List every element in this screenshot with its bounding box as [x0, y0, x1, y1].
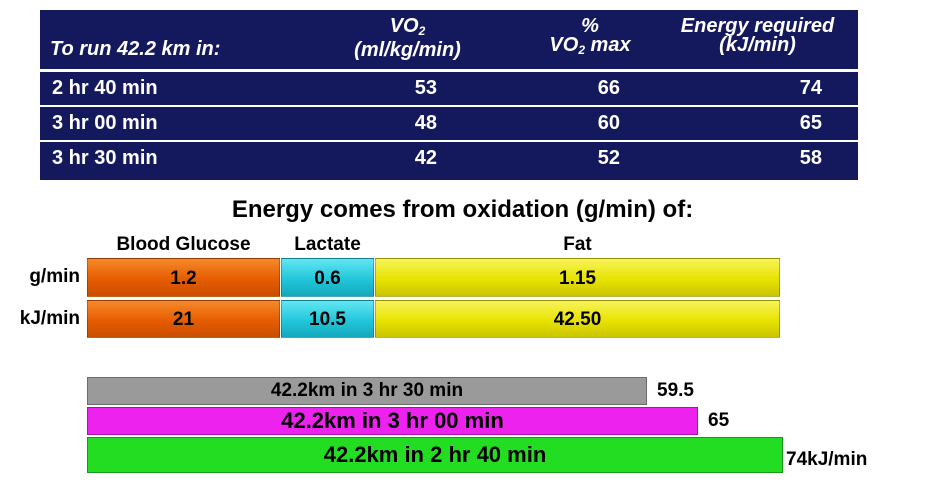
bar-label: 42.2km in 2 hr 40 min — [323, 442, 547, 467]
header-pct-sub: 2 — [578, 43, 585, 57]
bar-value-label: 65 — [708, 410, 730, 431]
lactate-kjmin-cell: 10.5 — [281, 300, 374, 338]
header-vo2-unit: (ml/kg/min) — [354, 39, 461, 61]
header-energy: Energy required (kJ/min) — [670, 15, 845, 56]
row-time: 2 hr 40 min — [52, 77, 158, 99]
header-vo2-text: VO — [389, 15, 419, 37]
table-row: 2 hr 40 min 53 66 74 — [40, 72, 858, 105]
fat-gmin-cell: 1.15 — [375, 258, 780, 297]
header-vo2-sub: 2 — [418, 24, 426, 38]
row-vo2: 42 — [414, 147, 437, 169]
row-time: 3 hr 30 min — [52, 147, 158, 169]
glucose-kjmin-cell: 21 — [87, 300, 280, 338]
lactate-gmin-cell: 0.6 — [281, 258, 374, 297]
glucose-gmin-cell: 1.2 — [87, 258, 280, 297]
row-pct: 66 — [597, 77, 620, 99]
pace-table: To run 42.2 km in: VO2 (ml/kg/min) % VO2… — [40, 10, 858, 180]
header-pct-vo: VO — [549, 34, 579, 56]
header-vo2: VO2 (ml/kg/min) — [345, 15, 470, 61]
row-energy: 65 — [799, 112, 822, 134]
row-energy: 74 — [799, 77, 822, 99]
header-pct-vo2max: % VO2 max — [535, 15, 645, 60]
oxidation-heading: Energy comes from oxidation (g/min) of: — [231, 196, 694, 223]
table-row: 3 hr 30 min 42 52 58 — [40, 142, 858, 180]
table-row: 3 hr 00 min 48 60 65 — [40, 107, 858, 140]
fat-kjmin-cell: 42.50 — [375, 300, 780, 338]
row-time: 3 hr 00 min — [52, 112, 158, 134]
header-pct-max: max — [585, 34, 631, 56]
energy-bar-chart: 42.2km in 3 hr 30 min 59.5 42.2km in 3 hr … — [0, 370, 925, 482]
row-label-kjmin: kJ/min — [19, 308, 80, 329]
row-energy: 58 — [799, 147, 822, 169]
row-pct: 60 — [597, 112, 620, 134]
column-fat: Fat — [563, 234, 592, 255]
row-label-gmin: g/min — [29, 266, 80, 287]
bar-1: 42.2km in 3 hr 00 min — [87, 407, 698, 435]
bar-label: 42.2km in 3 hr 00 min — [281, 408, 504, 433]
bar-0: 42.2km in 3 hr 30 min — [87, 377, 647, 405]
bar-value-label: 74kJ/min — [786, 449, 868, 470]
header-run-label: To run 42.2 km in: — [50, 38, 221, 60]
row-vo2: 48 — [414, 112, 437, 134]
header-pct-symbol: % — [581, 15, 599, 37]
header-energy-label: Energy required — [680, 15, 835, 37]
header-energy-unit: (kJ/min) — [719, 34, 796, 56]
column-lactate: Lactate — [294, 234, 361, 255]
column-blood-glucose: Blood Glucose — [116, 234, 251, 255]
bar-value-label: 59.5 — [657, 380, 694, 401]
row-pct: 52 — [597, 147, 620, 169]
row-vo2: 53 — [414, 77, 437, 99]
bar-2: 42.2km in 2 hr 40 min — [87, 437, 783, 473]
bar-label: 42.2km in 3 hr 30 min — [270, 380, 464, 401]
table-header: To run 42.2 km in: VO2 (ml/kg/min) % VO2… — [40, 10, 858, 69]
